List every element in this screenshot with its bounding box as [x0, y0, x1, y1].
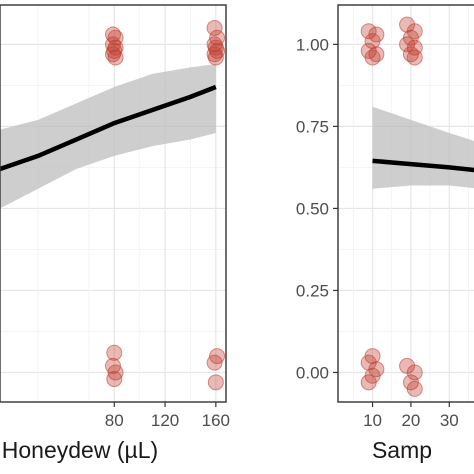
panel-samp: 10 20 30 0.00 0.25 0.50 0.75 1.00 Samp: [296, 4, 474, 463]
y-tick-label: 0.25: [296, 281, 329, 300]
x-tick-label: 120: [151, 411, 179, 430]
data-point: [106, 344, 123, 361]
x-tick-label: 80: [105, 411, 124, 430]
data-point: [364, 33, 381, 50]
panel-border: [0, 4, 227, 403]
data-point: [399, 36, 416, 53]
panel-honeydew: 80 120 160 Honeydew (µL): [0, 4, 230, 463]
data-point: [406, 364, 423, 381]
confidence-band: [0, 64, 216, 209]
y-tick-label: 0.00: [296, 363, 329, 382]
panel-border: [337, 4, 474, 403]
data-point: [206, 19, 223, 36]
data-point: [207, 374, 224, 391]
data-point: [107, 49, 124, 66]
data-point: [364, 49, 381, 66]
fit-line: [372, 158, 474, 173]
data-point: [207, 49, 224, 66]
data-point: [106, 371, 123, 388]
x-tick-label: 20: [401, 411, 420, 430]
x-tick-label: 160: [202, 411, 230, 430]
y-tick-label: 0.75: [296, 117, 329, 136]
fit-line: [0, 84, 217, 172]
data-point: [406, 49, 423, 66]
data-point: [206, 354, 223, 371]
confidence-band: [372, 106, 474, 189]
y-tick-label: 0.50: [296, 199, 329, 218]
data-point: [360, 23, 377, 40]
data-point: [107, 364, 124, 381]
x-axis-title: Honeydew (µL): [2, 437, 158, 463]
data-point: [406, 380, 423, 397]
y-tick-label: 1.00: [296, 35, 329, 54]
x-tick-label: 10: [363, 411, 382, 430]
x-axis-title: Samp: [372, 437, 432, 463]
x-tick-label: 30: [440, 411, 459, 430]
data-point: [360, 374, 377, 391]
